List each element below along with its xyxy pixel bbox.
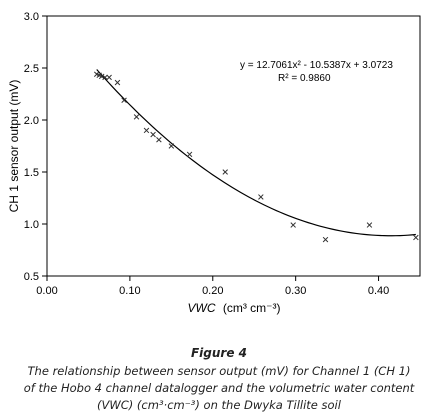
data-points <box>93 71 419 243</box>
scatter-chart: 0.00 0.10 0.20 0.30 0.40 0.51.01.52.02.53.0 … <box>7 11 421 315</box>
data-point-marker <box>222 169 228 175</box>
y-tick-label: 2.5 <box>24 63 39 75</box>
data-point-marker <box>102 74 108 81</box>
data-point-marker <box>150 131 156 138</box>
x-tick-label: 0.30 <box>285 285 306 297</box>
x-axis-title: VWC (cm³ cm⁻³) <box>188 301 281 315</box>
y-axis-title: CH 1 sensor output (mV) <box>7 80 21 213</box>
y-tick-label: 0.5 <box>24 271 39 283</box>
y-tick-label: 3.0 <box>24 11 39 23</box>
data-point-marker <box>413 234 419 241</box>
y-axis-ticks: 0.5 1.0 1.5 2.0 2.5 3.0 <box>24 11 47 283</box>
figure-label: Figure 4 <box>190 346 248 360</box>
data-point-marker <box>366 222 373 228</box>
data-point-marker <box>121 97 127 103</box>
plot-area <box>46 15 421 277</box>
data-point-marker <box>322 236 329 243</box>
caption-line-3: (VWC) (cm³·cm⁻³) on the Dwyka Tillite so… <box>97 398 341 412</box>
x-tick-label: 0.20 <box>202 285 223 297</box>
y-tick-label: 1.0 <box>24 219 39 231</box>
data-point-marker <box>114 79 121 86</box>
x-tick-label: 0.40 <box>368 285 389 297</box>
trendline-curve <box>96 69 416 237</box>
data-point-marker <box>106 74 112 81</box>
data-point-marker <box>133 114 140 120</box>
y-tick-label: 1.5 <box>24 167 39 179</box>
data-point-marker <box>168 143 175 149</box>
trendline-equation: y = 12.7061x² - 10.5387x + 3.0723 <box>240 60 393 71</box>
x-axis-title-main: VWC <box>188 301 216 315</box>
caption-line-1: The relationship between sensor output (… <box>27 364 411 378</box>
x-tick-label: 0.10 <box>119 285 140 297</box>
x-axis-ticks: 0.00 0.10 0.20 0.30 0.40 <box>36 276 389 297</box>
data-point-marker <box>290 222 296 228</box>
data-point-marker <box>143 127 150 134</box>
x-axis-title-units: (cm³ cm⁻³) <box>223 301 281 315</box>
x-tick-label: 0.00 <box>36 285 57 297</box>
data-point-marker <box>258 194 264 200</box>
caption-line-2: of the Hobo 4 channel datalogger and the… <box>23 381 415 395</box>
y-tick-label: 2.0 <box>24 115 39 127</box>
data-point-marker <box>98 73 105 80</box>
trendline-r2: R² = 0.9860 <box>278 73 331 84</box>
data-point-marker <box>156 137 162 143</box>
data-point-marker <box>186 151 193 158</box>
